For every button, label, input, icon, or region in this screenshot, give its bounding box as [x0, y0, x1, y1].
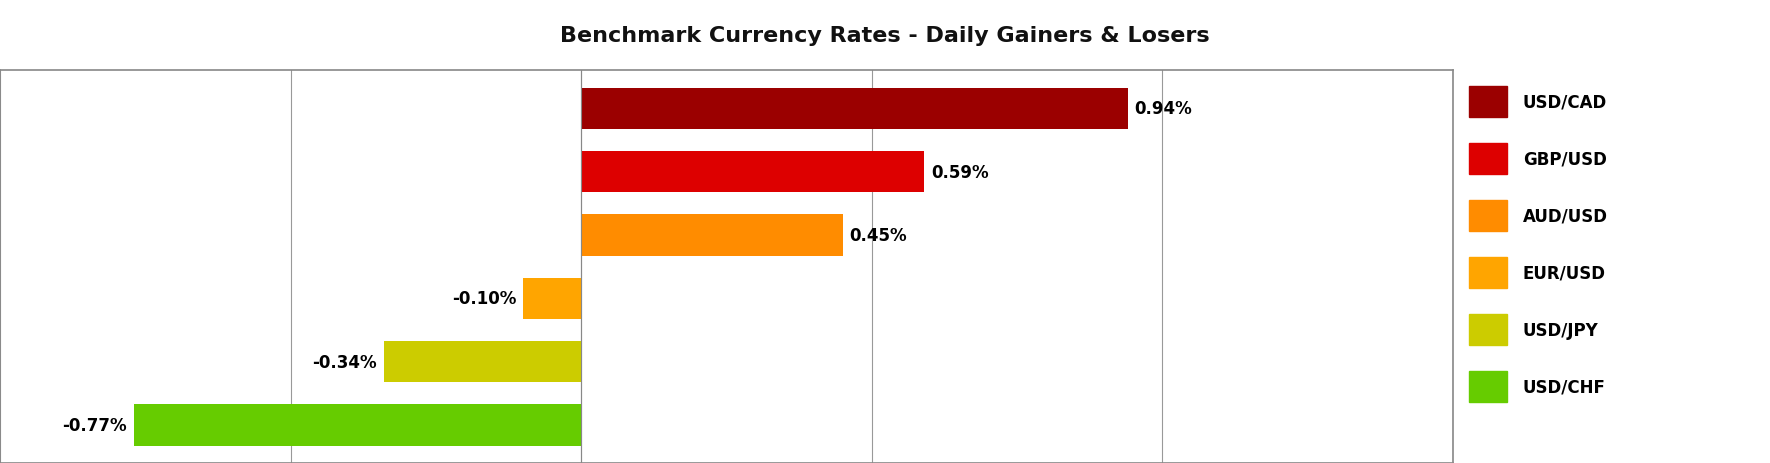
- Text: 0.45%: 0.45%: [850, 226, 908, 244]
- Bar: [524, 278, 581, 319]
- Bar: [384, 341, 581, 382]
- Text: Benchmark Currency Rates - Daily Gainers & Losers: Benchmark Currency Rates - Daily Gainers…: [559, 25, 1211, 45]
- Bar: [1469, 371, 1506, 402]
- Text: AUD/USD: AUD/USD: [1522, 207, 1607, 225]
- Text: USD/JPY: USD/JPY: [1522, 321, 1598, 339]
- Text: -0.77%: -0.77%: [62, 416, 127, 434]
- Bar: [581, 215, 843, 256]
- Bar: [1469, 257, 1506, 288]
- Bar: [581, 88, 1127, 130]
- Text: USD/CHF: USD/CHF: [1522, 378, 1605, 395]
- Text: EUR/USD: EUR/USD: [1522, 264, 1605, 282]
- Text: GBP/USD: GBP/USD: [1522, 150, 1607, 169]
- Bar: [1469, 144, 1506, 175]
- Bar: [135, 405, 581, 445]
- Text: 0.94%: 0.94%: [1135, 100, 1193, 118]
- Bar: [1469, 200, 1506, 232]
- Bar: [581, 152, 924, 193]
- Bar: [1469, 314, 1506, 345]
- Text: USD/CAD: USD/CAD: [1522, 94, 1607, 112]
- Text: -0.10%: -0.10%: [451, 290, 517, 308]
- Text: 0.59%: 0.59%: [931, 163, 989, 181]
- Bar: [1469, 87, 1506, 118]
- Text: -0.34%: -0.34%: [312, 353, 377, 371]
